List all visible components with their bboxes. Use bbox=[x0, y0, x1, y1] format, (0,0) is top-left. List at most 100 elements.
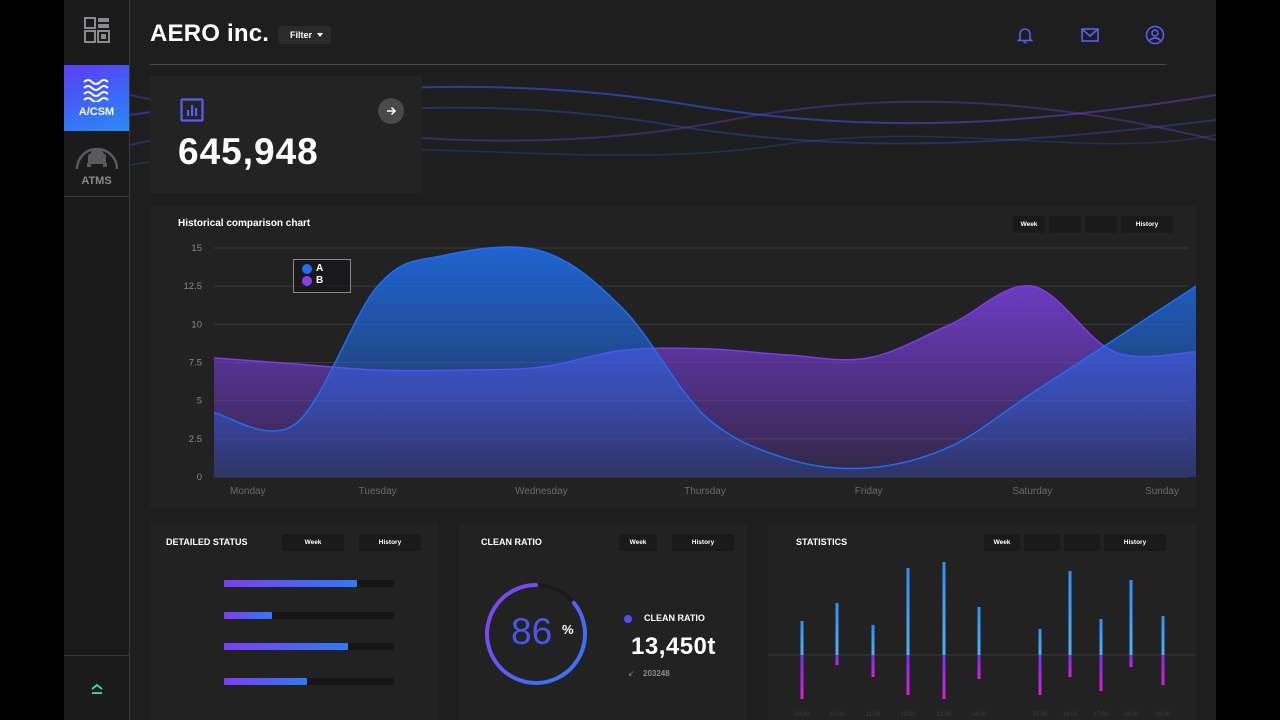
historical-chart-title: Historical comparison chart bbox=[178, 218, 311, 229]
stat-bar-down bbox=[977, 655, 981, 679]
x-tick-label: Sunday bbox=[1145, 486, 1179, 497]
segment-week[interactable]: Week bbox=[1013, 216, 1045, 233]
page-title: AERO inc. bbox=[150, 20, 270, 47]
segment-week[interactable]: Week bbox=[619, 534, 657, 551]
bar-chart-icon bbox=[180, 98, 204, 122]
stat-tick-label: 15:00 bbox=[1032, 712, 1048, 718]
y-tick-label: 7.5 bbox=[189, 358, 202, 369]
status-bar-track bbox=[224, 580, 394, 587]
sidebar-item-label: ATMS bbox=[81, 174, 112, 187]
historical-area-chart: 0 2.5 5 7.5 10 12.5 15 Monday Tuesday Wednesday Th… bbox=[184, 243, 1196, 497]
stat-bar-up bbox=[1161, 616, 1165, 655]
stat-bar-down bbox=[1161, 655, 1165, 685]
sidebar: A/CSM ATMS bbox=[64, 0, 130, 720]
chart-legend: A B bbox=[293, 259, 351, 293]
legend-label-b: B bbox=[316, 275, 324, 286]
stat-bar-up bbox=[1099, 619, 1103, 655]
stat-bar-up bbox=[871, 625, 875, 655]
segment-history[interactable]: History bbox=[359, 534, 421, 551]
y-tick-label: 2.5 bbox=[189, 434, 202, 445]
stat-tick-label: 12:00 bbox=[900, 712, 916, 718]
stat-tick-label: 13:00 bbox=[936, 712, 952, 718]
clean-ratio-panel: CLEAN RATIO Week History 86 % CLEAN RATI… bbox=[459, 523, 747, 720]
statistics-bar-chart: 09:00 10:00 11:00 12:00 13:00 14:00 15:00 16:00… bbox=[768, 562, 1196, 718]
stat-bar-up bbox=[1129, 580, 1133, 655]
stat-bar-down bbox=[1068, 655, 1072, 677]
mail-icon[interactable] bbox=[1080, 25, 1100, 45]
detailed-status-segments: Week History bbox=[282, 534, 421, 551]
status-bar-fill bbox=[224, 643, 349, 650]
line-series-a bbox=[213, 246, 1196, 470]
stat-bar-up bbox=[800, 621, 804, 655]
segment-history[interactable]: History bbox=[1121, 216, 1173, 233]
collapse-button[interactable] bbox=[64, 655, 129, 720]
status-bar-track bbox=[224, 643, 394, 650]
clean-ratio-value: 13,450t bbox=[631, 633, 716, 660]
status-bar-fill bbox=[224, 580, 357, 587]
y-tick-label: 10 bbox=[191, 319, 202, 330]
x-tick-label: Wednesday bbox=[515, 486, 568, 497]
stat-tick-label: 18:00 bbox=[1123, 712, 1139, 718]
segment-week[interactable]: Week bbox=[984, 534, 1020, 551]
legend-dot-a bbox=[302, 264, 312, 274]
clean-ratio-percent: 86 bbox=[511, 611, 553, 652]
statistics-panel: STATISTICS Week History 09:00 10:00 11:00 1… bbox=[768, 523, 1196, 720]
stat-bar-up bbox=[1068, 571, 1072, 655]
historical-chart-panel: Historical comparison chart Week History… bbox=[150, 206, 1196, 508]
y-tick-label: 0 bbox=[197, 472, 202, 483]
chevron-up-icon bbox=[90, 683, 103, 694]
x-tick-label: Friday bbox=[855, 486, 883, 497]
arrow-down-left-icon: ↙ bbox=[628, 669, 635, 678]
x-tick-label: Thursday bbox=[684, 486, 726, 497]
kpi-value: 645,948 bbox=[178, 131, 319, 172]
waves-icon bbox=[82, 79, 109, 102]
stat-tick-label: 19:00 bbox=[1155, 712, 1171, 718]
bell-icon[interactable] bbox=[1015, 25, 1035, 45]
detailed-status-panel: DETAILED STATUS Week History bbox=[150, 523, 438, 720]
segment-blank-1[interactable] bbox=[1024, 534, 1060, 551]
arrow-right-icon bbox=[387, 106, 397, 116]
stat-bar-up bbox=[906, 568, 910, 655]
kpi-open-button[interactable] bbox=[378, 98, 404, 124]
header-divider bbox=[150, 64, 1166, 65]
stat-bar-up bbox=[835, 603, 839, 655]
legend-dot-b bbox=[302, 276, 312, 286]
segment-history[interactable]: History bbox=[672, 534, 734, 551]
user-icon[interactable] bbox=[1145, 25, 1165, 45]
stat-bar-up bbox=[942, 562, 946, 655]
app-window: A/CSM ATMS AERO inc. Filter bbox=[64, 0, 1216, 720]
detailed-status-title: DETAILED STATUS bbox=[166, 537, 248, 547]
stat-tick-label: 17:00 bbox=[1093, 712, 1109, 718]
segment-blank-2[interactable] bbox=[1085, 216, 1117, 233]
sidebar-item-atms[interactable]: ATMS bbox=[64, 131, 129, 197]
stat-tick-label: 10:00 bbox=[829, 712, 845, 718]
filter-button[interactable]: Filter bbox=[278, 26, 332, 44]
clean-ratio-gauge bbox=[485, 583, 587, 685]
y-tick-label: 12.5 bbox=[184, 281, 203, 292]
segment-blank-2[interactable] bbox=[1064, 534, 1100, 551]
segment-week[interactable]: Week bbox=[282, 534, 344, 551]
status-bar-track bbox=[224, 612, 394, 619]
clean-ratio-subvalue: 203248 bbox=[643, 669, 670, 678]
area-series-a bbox=[214, 246, 1196, 477]
logo-icon bbox=[84, 17, 110, 43]
segment-history[interactable]: History bbox=[1104, 534, 1166, 551]
stat-bar-down bbox=[800, 655, 804, 699]
stat-bar-down bbox=[1038, 655, 1042, 695]
segment-blank-1[interactable] bbox=[1049, 216, 1081, 233]
stat-bar-down bbox=[1129, 655, 1133, 667]
stat-bar-down bbox=[942, 655, 946, 699]
statistics-segments: Week History bbox=[984, 534, 1166, 551]
clean-ratio-percent-symbol: % bbox=[562, 622, 574, 637]
stat-bar-down bbox=[906, 655, 910, 695]
clean-ratio-dot bbox=[624, 615, 632, 623]
sidebar-item-acsm[interactable]: A/CSM bbox=[64, 65, 129, 131]
stat-bar-up bbox=[977, 607, 981, 655]
status-bar-track bbox=[224, 678, 394, 685]
stat-tick-label: 11:00 bbox=[866, 712, 881, 718]
clean-ratio-segments: Week History bbox=[619, 534, 734, 551]
x-tick-label: Saturday bbox=[1012, 486, 1052, 497]
status-bar-fill bbox=[224, 678, 308, 685]
gauge-fill bbox=[485, 583, 587, 685]
stat-tick-label: 14:00 bbox=[971, 712, 987, 718]
